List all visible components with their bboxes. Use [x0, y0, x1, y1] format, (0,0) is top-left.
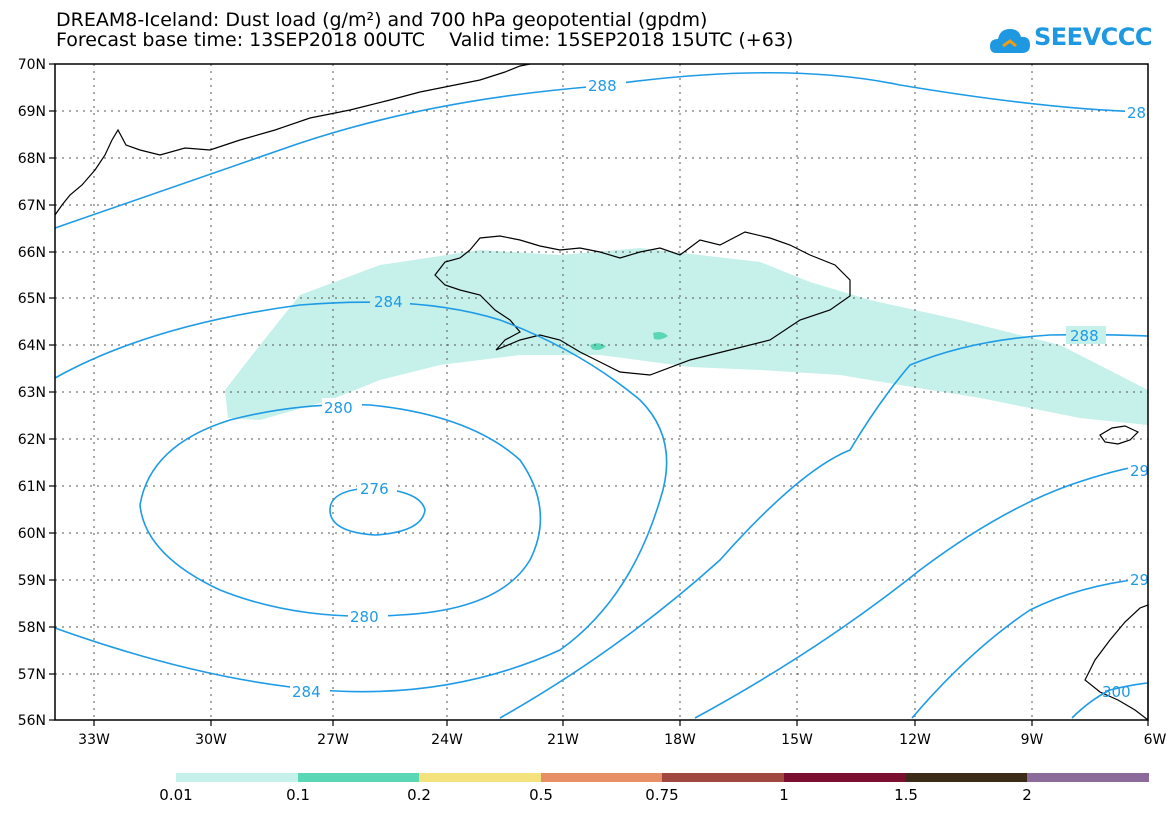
colorbar-swatch	[541, 773, 662, 782]
colorbar-label: 1.5	[894, 786, 918, 804]
colorbar-label: 1	[779, 786, 789, 804]
lat-label: 63N	[18, 385, 46, 401]
lon-label: 21W	[547, 732, 579, 748]
lat-label: 68N	[18, 151, 46, 167]
axis-ticks	[49, 63, 1149, 726]
lon-label: 12W	[899, 732, 931, 748]
lat-label: 69N	[18, 104, 46, 120]
contour-label-300: 300	[1102, 683, 1131, 701]
lon-label: 33W	[78, 732, 110, 748]
contour-label-276: 276	[360, 480, 389, 498]
lat-label: 61N	[18, 479, 46, 495]
iceland-coast	[434, 231, 851, 376]
colorbar-swatch	[298, 773, 419, 782]
colorbar-swatch	[1027, 773, 1149, 782]
colorbar-swatch	[662, 773, 784, 782]
graticule	[55, 64, 1148, 720]
lat-label: 67N	[18, 198, 46, 214]
colorbar-swatch	[419, 773, 541, 782]
seevccc-logo: SEEVCCC	[990, 19, 1153, 59]
scotland-coast	[1084, 604, 1149, 722]
contour-label-280-south: 280	[350, 608, 379, 626]
colorbar-label: 0.75	[645, 786, 678, 804]
colorbar-label: 2	[1022, 786, 1032, 804]
colorbar-swatch	[906, 773, 1027, 782]
faroe-islands	[1099, 425, 1140, 445]
lat-label: 57N	[18, 667, 46, 683]
lat-label: 64N	[18, 338, 46, 354]
lat-label: 59N	[18, 573, 46, 589]
lon-label: 27W	[317, 732, 349, 748]
colorbar-swatch	[176, 773, 298, 782]
contour-label-288-north: 288	[588, 77, 617, 95]
lon-label: 9W	[1021, 732, 1044, 748]
lon-label: 18W	[664, 732, 696, 748]
contour-label-288-edge: 28	[1127, 104, 1146, 122]
contour-292-a	[694, 464, 1149, 719]
greenland-coast	[54, 63, 531, 216]
contour-288-east	[499, 333, 1149, 719]
map-title: DREAM8-Iceland: Dust load (g/m²) and 700…	[56, 9, 708, 31]
lat-label: 58N	[18, 620, 46, 636]
colorbar-label: 0.01	[159, 786, 192, 804]
lat-label: 60N	[18, 526, 46, 542]
contour-label-292-b: 29	[1130, 571, 1149, 589]
contour-label-284-south: 284	[292, 683, 321, 701]
contour-label-288-east: 288	[1070, 327, 1099, 345]
logo-text: SEEVCCC	[1034, 23, 1153, 51]
contour-label-284-north: 284	[374, 293, 403, 311]
contour-label-280-north: 280	[324, 399, 353, 417]
contour-300	[1071, 682, 1149, 719]
lon-label: 30W	[195, 732, 227, 748]
dust-field-low	[225, 248, 1148, 425]
lon-label: 24W	[431, 732, 463, 748]
colorbar-label: 0.1	[286, 786, 310, 804]
contour-label-292-a: 29	[1130, 462, 1149, 480]
map-subtitle: Forecast base time: 13SEP2018 00UTC Vali…	[56, 29, 794, 51]
lat-label: 62N	[18, 432, 46, 448]
colorbar-label: 0.2	[407, 786, 431, 804]
lat-label: 65N	[18, 291, 46, 307]
contour-280	[139, 403, 542, 618]
contour-292-b	[911, 577, 1149, 719]
lon-label: 15W	[781, 732, 813, 748]
contour-276	[329, 487, 426, 536]
colorbar-swatch	[784, 773, 906, 782]
colorbar-label: 0.5	[529, 786, 553, 804]
lat-label: 56N	[18, 713, 46, 729]
cloud-icon	[990, 29, 1030, 53]
lon-label: 6W	[1144, 732, 1167, 748]
lat-label: 66N	[18, 245, 46, 261]
dust-spot-2	[653, 332, 668, 340]
lat-label: 70N	[18, 57, 46, 73]
colorbar	[176, 773, 1149, 782]
